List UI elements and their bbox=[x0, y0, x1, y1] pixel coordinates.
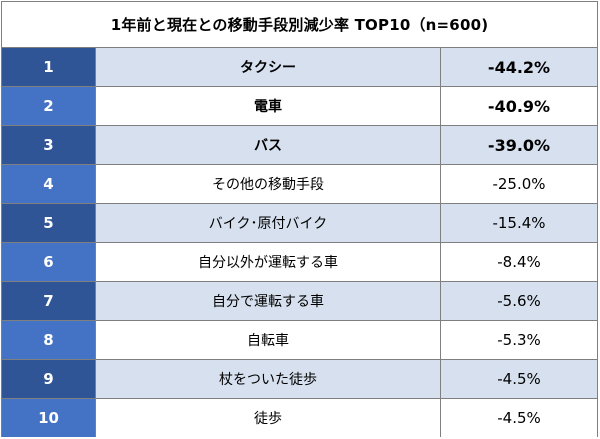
rank-cell: 5 bbox=[2, 204, 96, 242]
table-row: 9 杖をついた徒歩 -4.5% bbox=[2, 360, 597, 399]
rank-cell: 1 bbox=[2, 48, 96, 86]
rank-cell: 6 bbox=[2, 243, 96, 281]
decrease-rate: -44.2% bbox=[441, 48, 597, 86]
table-row: 3 バス -39.0% bbox=[2, 126, 597, 165]
table-row: 10 徒歩 -4.5% bbox=[2, 399, 597, 437]
transport-label: その他の移動手段 bbox=[96, 165, 441, 203]
decrease-rate: -4.5% bbox=[441, 360, 597, 398]
rank-cell: 9 bbox=[2, 360, 96, 398]
table-row: 7 自分で運転する車 -5.6% bbox=[2, 282, 597, 321]
decrease-rate: -25.0% bbox=[441, 165, 597, 203]
decrease-rate: -5.6% bbox=[441, 282, 597, 320]
transport-label: タクシー bbox=[96, 48, 441, 86]
decrease-rate: -5.3% bbox=[441, 321, 597, 359]
decrease-rate: -39.0% bbox=[441, 126, 597, 164]
decrease-rate: -4.5% bbox=[441, 399, 597, 437]
transport-label: 自分で運転する車 bbox=[96, 282, 441, 320]
table-row: 4 その他の移動手段 -25.0% bbox=[2, 165, 597, 204]
decrease-rate: -40.9% bbox=[441, 87, 597, 125]
transport-label: バス bbox=[96, 126, 441, 164]
table-row: 6 自分以外が運転する車 -8.4% bbox=[2, 243, 597, 282]
rank-cell: 8 bbox=[2, 321, 96, 359]
table-row: 8 自転車 -5.3% bbox=[2, 321, 597, 360]
transport-label: 杖をついた徒歩 bbox=[96, 360, 441, 398]
rank-cell: 4 bbox=[2, 165, 96, 203]
rank-cell: 10 bbox=[2, 399, 96, 437]
decrease-rate: -15.4% bbox=[441, 204, 597, 242]
transport-label: 自転車 bbox=[96, 321, 441, 359]
transport-label: バイク･原付バイク bbox=[96, 204, 441, 242]
table-row: 2 電車 -40.9% bbox=[2, 87, 597, 126]
rank-cell: 2 bbox=[2, 87, 96, 125]
rank-cell: 3 bbox=[2, 126, 96, 164]
rank-cell: 7 bbox=[2, 282, 96, 320]
table-row: 5 バイク･原付バイク -15.4% bbox=[2, 204, 597, 243]
table-title: 1年前と現在との移動手段別減少率 TOP10（n=600) bbox=[2, 2, 597, 48]
table-row: 1 タクシー -44.2% bbox=[2, 48, 597, 87]
table-body: 1 タクシー -44.2% 2 電車 -40.9% 3 バス -39.0% 4 その他の移動手段 -2… bbox=[2, 48, 597, 437]
transport-label: 電車 bbox=[96, 87, 441, 125]
transport-label: 自分以外が運転する車 bbox=[96, 243, 441, 281]
transport-label: 徒歩 bbox=[96, 399, 441, 437]
decrease-rate: -8.4% bbox=[441, 243, 597, 281]
